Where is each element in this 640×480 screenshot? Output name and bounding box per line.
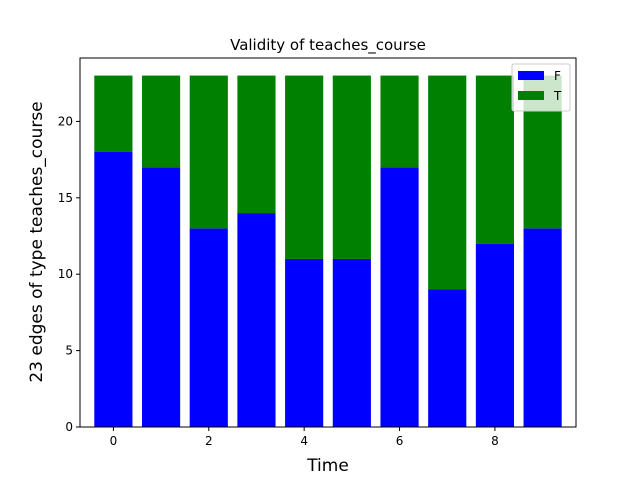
bar-T-6 <box>380 75 419 168</box>
bar-T-2 <box>189 75 228 229</box>
bar-T-1 <box>142 75 181 168</box>
bar-F-7 <box>428 289 467 427</box>
bar-F-8 <box>475 243 514 427</box>
bar-F-3 <box>237 213 276 427</box>
chart-title: Validity of teaches_course <box>230 36 426 55</box>
legend-label-T: T <box>553 89 562 103</box>
bar-F-2 <box>189 228 228 427</box>
x-tick-label-4: 4 <box>300 434 308 448</box>
x-tick-label-8: 8 <box>491 434 499 448</box>
legend-label-F: F <box>554 69 561 83</box>
x-tick-label-2: 2 <box>205 434 213 448</box>
x-axis-ticks: 0 2 4 6 8 <box>110 427 499 448</box>
y-axis-label: 23 edges of type teaches_course <box>27 101 47 382</box>
bar-T-4 <box>285 75 324 259</box>
y-tick-label-0: 0 <box>65 420 73 434</box>
x-tick-label-6: 6 <box>396 434 404 448</box>
y-tick-label-5: 5 <box>65 344 73 358</box>
y-tick-label-15: 15 <box>58 191 73 205</box>
bar-T-8 <box>475 75 514 244</box>
legend-swatch-T <box>518 91 544 100</box>
bars-group <box>94 75 562 428</box>
legend-swatch-F <box>518 71 544 80</box>
y-tick-label-20: 20 <box>58 114 73 128</box>
bar-F-1 <box>142 167 181 427</box>
bar-T-3 <box>237 75 276 214</box>
y-axis-ticks: 0 5 10 15 20 <box>58 114 80 434</box>
bar-F-5 <box>332 258 371 427</box>
bar-T-7 <box>428 75 467 290</box>
x-axis-label: Time <box>306 456 349 476</box>
bar-F-0 <box>94 151 133 428</box>
bar-F-9 <box>523 228 562 427</box>
bar-T-5 <box>332 75 371 259</box>
bar-F-6 <box>380 167 419 427</box>
bar-T-0 <box>94 75 133 152</box>
bar-F-4 <box>285 258 324 427</box>
y-tick-label-10: 10 <box>58 267 73 281</box>
legend: FT <box>511 63 571 112</box>
plot-frame <box>79 57 577 428</box>
x-tick-label-0: 0 <box>110 434 118 448</box>
